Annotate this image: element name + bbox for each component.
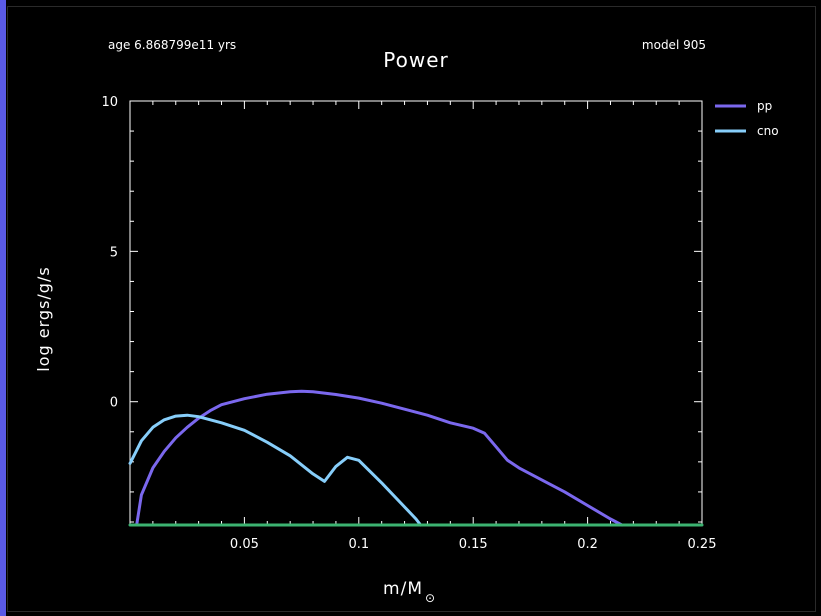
y-tick-label: 5 [110,245,118,260]
x-tick-label: 0.1 [348,537,369,552]
model-label: model 905 [642,38,706,52]
power-chart: age 6.868799e11 yrs model 905 Power log … [34,38,779,605]
series-line-cno [128,413,423,527]
plot-window: age 6.868799e11 yrs model 905 Power log … [7,6,816,612]
series-line-pp [135,389,624,527]
x-tick-label: 0.2 [577,537,598,552]
legend-label-pp: pp [757,99,772,113]
axes: 0.05 0.1 0.15 0.2 0.25 0 5 10 [101,95,716,552]
solar-symbol: ⊙ [425,591,435,605]
x-axis-label-text: m/M [383,579,423,599]
y-axis-label: log ergs/g/s [34,266,53,371]
x-tick-label: 0.05 [230,537,259,552]
x-axis-label: m/M [383,579,423,599]
x-tick-label: 0.15 [459,537,488,552]
x-tick-label: 0.25 [688,537,717,552]
chart-title: Power [383,48,448,72]
y-tick-label: 10 [101,95,118,110]
plot-frame [129,100,703,526]
legend: pp cno [715,99,779,138]
data-series [128,389,704,527]
y-tick-label: 0 [110,396,118,411]
age-label: age 6.868799e11 yrs [108,38,236,52]
legend-label-cno: cno [757,124,779,138]
